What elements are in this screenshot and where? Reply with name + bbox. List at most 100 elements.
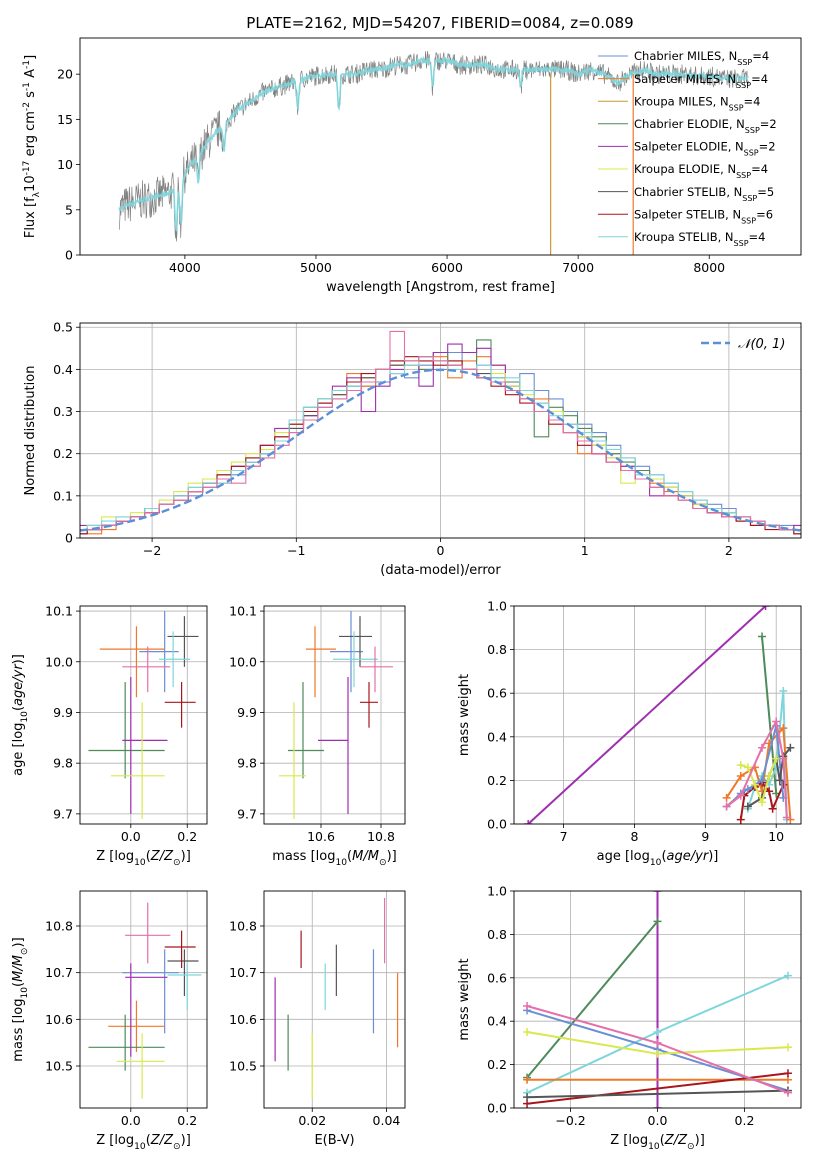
x-tick-label: 0.2: [177, 1113, 197, 1128]
x-tick-label: 5000: [300, 260, 332, 275]
y-tick-label: 0.4: [487, 729, 507, 744]
y-tick-label: 10.1: [45, 604, 73, 619]
panel-spectrum: 4000 5000 6000 7000 8000 0 5 10 15 20 wavelength […: [22, 37, 802, 295]
y-tick-label: 9.8: [237, 756, 257, 771]
plot-area-mass_vs_Z: [88, 902, 202, 1099]
y-axis-label: mass [log10(M/M⊙)]: [11, 937, 30, 1061]
x-tick-label: 0.0: [121, 1113, 141, 1128]
y-tick-label: 9.9: [53, 705, 73, 720]
axes-frame: [263, 605, 406, 825]
plot-area-age_vs_mass: [279, 611, 393, 819]
weight-marker: [782, 813, 791, 822]
axes-frame: [263, 890, 406, 1109]
weight-marker: [783, 1069, 792, 1078]
y-tick-label: 10.0: [229, 654, 257, 669]
legend-entry: Kroupa ELODIE, NSSP=4: [634, 162, 768, 180]
y-tick-label: 0.8: [487, 927, 507, 942]
y-axis-label: age [log10(age/yr)]: [11, 654, 30, 776]
panel-weight_vs_age: 7 8 9 10 0.0 0.2 0.4 0.6 0.8 1.0 age [log10(age/yr…: [457, 599, 802, 868]
y-tick-label: 5: [65, 202, 73, 217]
y-axis-label: mass weight: [457, 958, 472, 1040]
x-tick-label: 9: [701, 829, 709, 844]
y-tick-label: 15: [57, 112, 73, 127]
x-axis-label: age [log10(age/yr)]: [597, 849, 719, 868]
axes-frame: [79, 37, 802, 256]
y-tick-label: 10.1: [229, 604, 257, 619]
weight-marker: [653, 1049, 662, 1058]
plot-area-age_vs_Z: [88, 611, 199, 819]
y-tick-label: 10.8: [229, 919, 257, 934]
weight-marker: [722, 793, 731, 802]
weight-marker: [722, 802, 731, 811]
weight-marker: [736, 772, 745, 781]
weight-marker: [524, 820, 533, 824]
legend-entry: Salpeter STELIB, NSSP=6: [634, 207, 773, 225]
panel-residuals: −2 −1 0 1 2 0 0.1 0.2 0.3 0.4 0.5 (data-model)/erro…: [23, 320, 802, 578]
weight-marker: [765, 772, 774, 781]
x-axis-label: wavelength [Angstrom, rest frame]: [326, 280, 555, 295]
weight-marker: [783, 1088, 792, 1097]
legend-entry: Chabrier STELIB, NSSP=5: [634, 185, 774, 203]
weight-series: [526, 1072, 789, 1105]
x-tick-label: 10.8: [367, 829, 395, 844]
x-axis-label: E(B-V): [314, 1133, 354, 1148]
y-tick-label: 0.4: [487, 1014, 507, 1029]
x-axis-label: (data-model)/error: [380, 563, 501, 578]
weight-marker: [758, 743, 767, 752]
plot-area-weight_vs_age: [524, 606, 795, 824]
plot-area-weight_vs_Z: [523, 891, 792, 1108]
weight-marker: [772, 754, 781, 763]
x-tick-label: 0.0: [648, 1113, 668, 1128]
weight-marker: [765, 787, 774, 796]
weight-series: [526, 1089, 789, 1099]
y-tick-label: 10.5: [229, 1059, 257, 1074]
x-tick-label: 1: [581, 543, 589, 558]
panel-age_vs_Z: 0.0 0.2 9.7 9.8 9.9 10.0 10.1 Z [log10(Z/Z⊙)] ag…: [11, 604, 208, 868]
y-tick-label: 0.2: [53, 446, 73, 461]
weight-marker: [783, 971, 792, 980]
weight-marker: [653, 891, 662, 895]
weight-marker: [736, 791, 745, 800]
legend-entry: 𝒩(0, 1): [738, 337, 785, 352]
y-tick-label: 9.9: [237, 705, 257, 720]
legend-entry: Salpeter ELODIE, NSSP=2: [634, 140, 776, 158]
panel-weight_vs_Z: −0.2 0.0 0.2 0.0 0.2 0.4 0.6 0.8 1.0 Z [log10(Z/Z…: [457, 884, 802, 1152]
y-tick-label: 0.1: [53, 488, 73, 503]
plot-area-spectrum: [118, 50, 749, 255]
weight-marker: [743, 785, 752, 794]
x-tick-label: 7: [560, 829, 568, 844]
y-tick-label: 0.4: [53, 362, 73, 377]
x-tick-label: 0.2: [177, 829, 197, 844]
weight-marker: [653, 917, 662, 926]
y-tick-label: 10.6: [45, 1012, 73, 1027]
weight-marker: [758, 798, 767, 807]
legend-entry: Kroupa MILES, NSSP=4: [634, 94, 760, 112]
y-tick-label: 0.3: [53, 404, 73, 419]
weight-marker: [779, 754, 788, 763]
weight-marker: [653, 1104, 662, 1108]
weight-marker: [783, 1043, 792, 1052]
y-axis-label: mass weight: [457, 674, 472, 756]
weight-marker: [743, 802, 752, 811]
weight-marker: [736, 761, 745, 770]
y-axis-label: Normed distribution: [23, 366, 38, 496]
weight-marker: [772, 717, 781, 726]
weight-series: [526, 920, 659, 1079]
weight-marker: [750, 780, 759, 789]
weight-marker: [523, 1093, 532, 1102]
x-tick-label: 10: [768, 829, 784, 844]
plot-area-residuals: [80, 330, 801, 535]
y-tick-label: 0.0: [487, 817, 507, 832]
weight-marker: [758, 776, 767, 785]
y-tick-label: 0: [65, 531, 73, 546]
y-tick-label: 0.6: [487, 970, 507, 985]
axes-frame: [79, 605, 208, 825]
legend-entry: Chabrier ELODIE, NSSP=2: [634, 117, 777, 135]
x-tick-label: 0.02: [298, 1113, 326, 1128]
x-tick-label: −1: [287, 543, 305, 558]
x-tick-label: 8: [630, 829, 638, 844]
y-tick-label: 10.5: [45, 1059, 73, 1074]
model-spectrum: [118, 55, 749, 232]
weight-marker: [779, 687, 788, 696]
weight-marker: [775, 776, 784, 785]
